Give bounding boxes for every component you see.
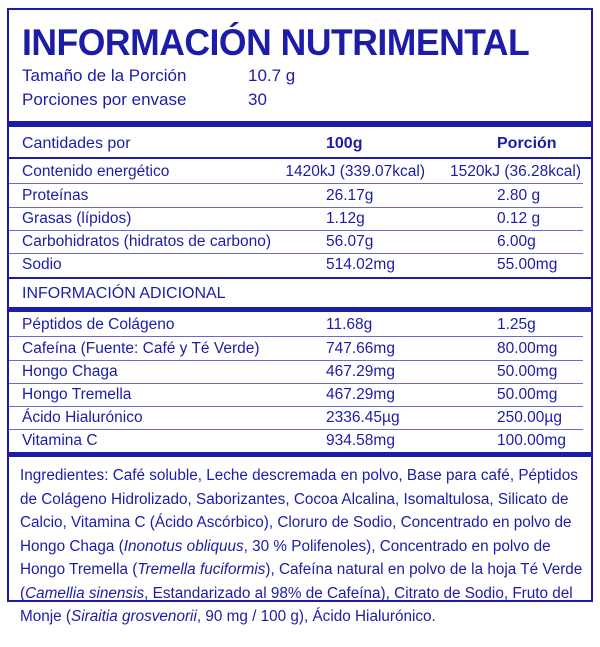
table-row: Carbohidratos (hidratos de carbono) 56.0… — [9, 230, 583, 254]
ingredients-part: , Estandarizado al 98% de Cafeína), Citr… — [20, 584, 573, 626]
row-label: Contenido energético — [22, 163, 170, 180]
serving-size-value: 10.7 g — [248, 66, 296, 85]
table-header: Cantidades por 100g Porción — [9, 130, 591, 157]
row-value-100g: 11.68g — [326, 316, 373, 333]
row-value-portion: 1520kJ (36.28kcal) — [450, 163, 581, 180]
row-label: Sodio — [22, 256, 62, 273]
row-label: Hongo Chaga — [22, 363, 118, 380]
header-col-100g: 100g — [326, 135, 363, 152]
row-value-100g: 747.66mg — [326, 340, 395, 357]
divider — [9, 452, 591, 457]
divider — [9, 121, 591, 127]
divider — [9, 277, 591, 279]
ingredients-part: , 30 % Polifenoles), Concentrado en polv… — [20, 537, 551, 579]
row-value-100g: 1.12g — [326, 210, 365, 227]
label-title: INFORMACIÓN NUTRIMENTAL — [22, 22, 530, 63]
header-label: Cantidades por — [22, 135, 131, 152]
servings-label: Porciones por envase — [22, 90, 187, 109]
species-name: Siraitia grosvenorii — [71, 608, 197, 625]
row-label: Péptidos de Colágeno — [22, 316, 175, 333]
servings-per-container: Porciones por envase 30 — [22, 90, 267, 110]
additional-row: Vitamina C 934.58mg 100.00mg — [9, 429, 591, 452]
additional-row: Ácido Hialurónico 2336.45µg 250.00µg — [9, 406, 583, 430]
row-value-100g: 2336.45µg — [326, 409, 400, 426]
divider — [9, 157, 591, 159]
additional-row: Hongo Chaga 467.29mg 50.00mg — [9, 360, 583, 384]
row-value-portion: 250.00µg — [497, 409, 562, 426]
ingredients-part: ), Cafeína natural en polvo de la hoja T… — [20, 561, 583, 602]
row-label: Cafeína (Fuente: Café y Té Verde) — [22, 340, 260, 357]
ingredients-part: Ingredientes: Café soluble, Leche descre… — [20, 467, 578, 555]
row-value-100g: 56.07g — [326, 233, 374, 250]
row-value-portion: 0.12 g — [497, 210, 541, 227]
row-label: Vitamina C — [22, 432, 98, 449]
table-row: Proteínas 26.17g 2.80 g — [9, 184, 583, 208]
row-label: Proteínas — [22, 187, 89, 204]
row-value-100g: 467.29mg — [326, 386, 395, 403]
ingredients-part: , 90 mg / 100 g), Ácido Hialurónico. — [196, 608, 436, 625]
additional-row: Cafeína (Fuente: Café y Té Verde) 747.66… — [9, 337, 583, 361]
row-value-portion: 6.00g — [497, 233, 536, 250]
row-value-portion: 1.25g — [497, 316, 536, 333]
additional-info-heading: INFORMACIÓN ADICIONAL — [9, 280, 591, 307]
row-value-100g: 26.17g — [326, 187, 374, 204]
row-value-portion: 50.00mg — [497, 386, 558, 403]
species-name: Camellia sinensis — [25, 584, 145, 602]
table-row: Sodio 514.02mg 55.00mg — [9, 253, 591, 276]
species-name: Tremella fuciformis — [137, 561, 266, 578]
species-name: Inonotus obliquus — [123, 537, 244, 555]
additional-heading-text: INFORMACIÓN ADICIONAL — [22, 285, 226, 302]
row-label: Carbohidratos (hidratos de carbono) — [22, 233, 271, 250]
header-col-portion: Porción — [497, 135, 557, 152]
additional-row: Péptidos de Colágeno 11.68g 1.25g — [9, 313, 583, 337]
row-value-portion: 100.00mg — [497, 432, 566, 449]
divider — [9, 307, 591, 312]
row-value-100g: 467.29mg — [326, 363, 395, 380]
row-label: Ácido Hialurónico — [22, 409, 143, 426]
row-label: Hongo Tremella — [22, 386, 132, 403]
row-label: Grasas (lípidos) — [22, 210, 132, 227]
row-value-portion: 55.00mg — [497, 256, 558, 273]
table-row-energy: Contenido energético 1420kJ (339.07kcal)… — [9, 160, 583, 184]
table-row: Grasas (lípidos) 1.12g 0.12 g — [9, 207, 583, 231]
additional-row: Hongo Tremella 467.29mg 50.00mg — [9, 383, 583, 407]
nutrition-label: INFORMACIÓN NUTRIMENTAL Tamaño de la Por… — [7, 8, 593, 625]
serving-size-label: Tamaño de la Porción — [22, 66, 187, 85]
row-value-100g: 514.02mg — [326, 256, 395, 273]
ingredients-text: Ingredientes: Café soluble, Leche descre… — [20, 464, 585, 629]
row-value-portion: 50.00mg — [497, 363, 558, 380]
servings-value: 30 — [248, 90, 267, 109]
row-value-portion: 2.80 g — [497, 187, 541, 204]
row-value-portion: 80.00mg — [497, 340, 558, 357]
row-value-100g: 934.58mg — [326, 432, 395, 449]
serving-size: Tamaño de la Porción 10.7 g — [22, 66, 295, 86]
row-value-100g: 1420kJ (339.07kcal) — [285, 163, 425, 180]
